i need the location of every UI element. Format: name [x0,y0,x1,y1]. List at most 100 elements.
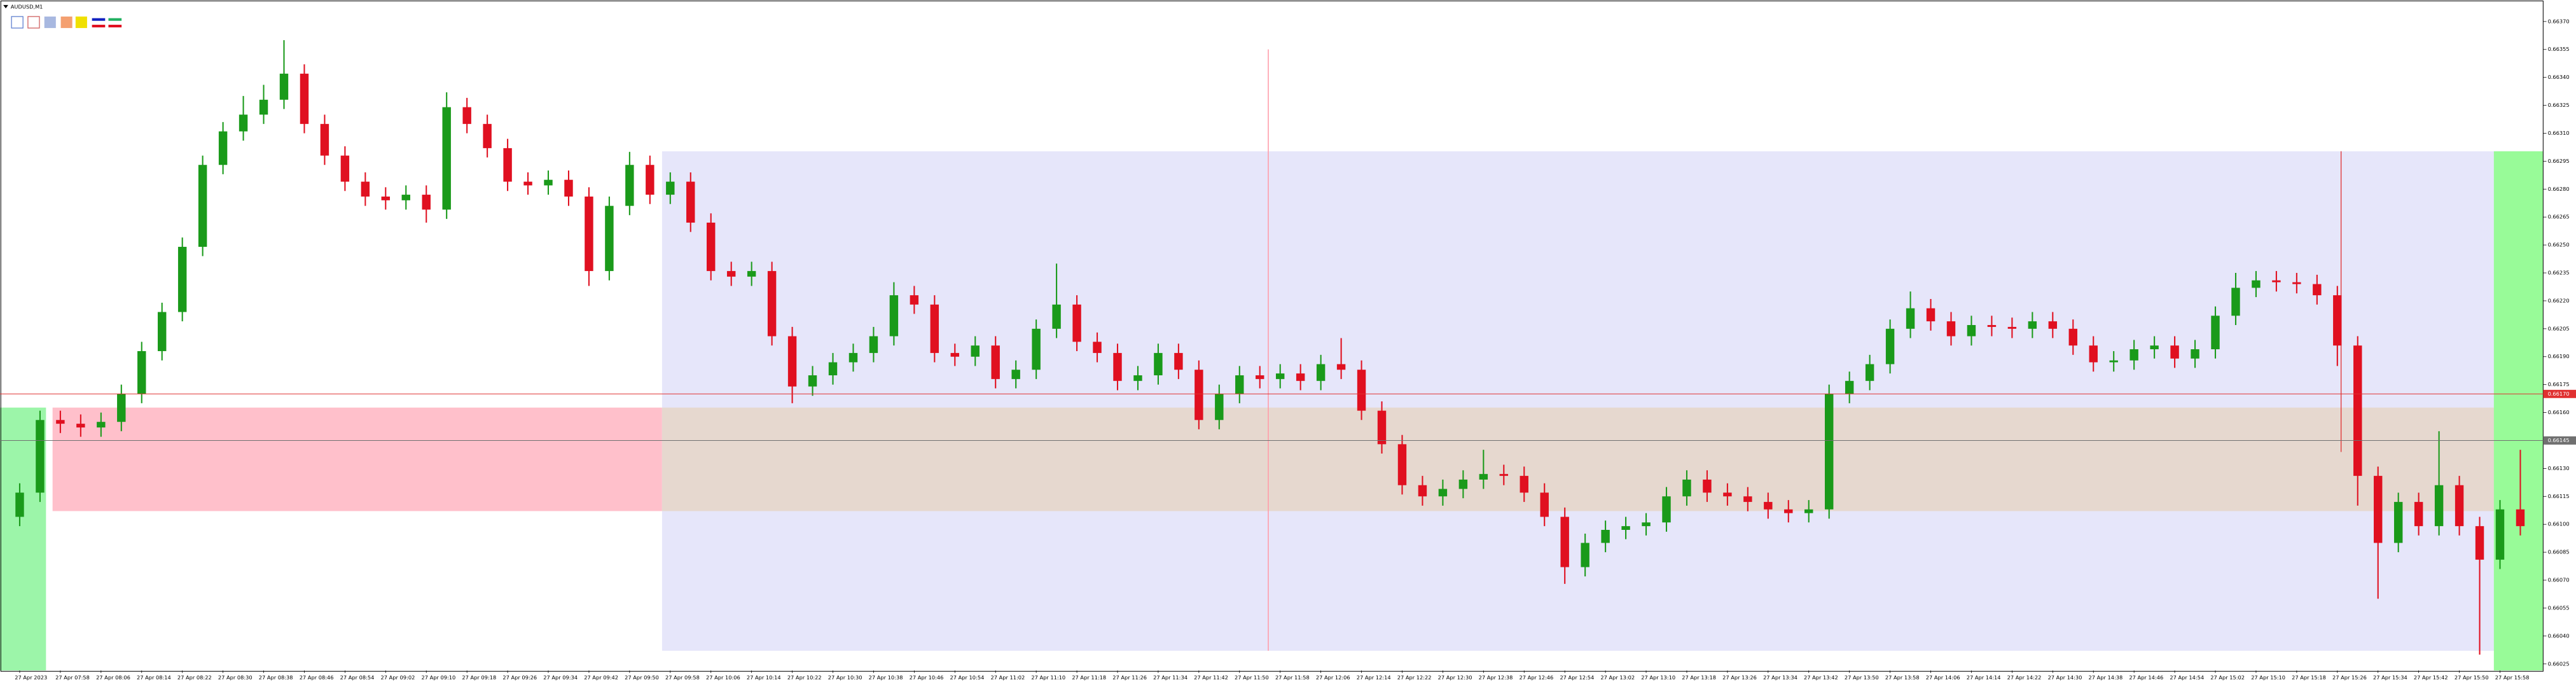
candle-body [1052,304,1061,329]
tool-icon[interactable] [108,18,122,21]
y-tick-label: 0.66340 [2548,74,2570,80]
x-tick-label: 27 Apr 14:22 [2007,674,2042,681]
symbol-title: AUDUSD,M1 [11,4,43,10]
candle-body [1906,308,1915,329]
candle-body [2353,345,2362,476]
candle-body [320,123,329,156]
price-label: 0.66145 [2548,437,2570,443]
candle-body [1397,444,1407,485]
tool-icon[interactable] [44,17,56,29]
candle-body [991,345,1000,379]
candle-body [2475,526,2484,560]
tool-icon[interactable] [92,18,106,21]
candle-body [1458,479,1468,489]
x-tick-label: 27 Apr 15:42 [2414,674,2448,681]
candle-body [1662,496,1671,523]
candle-body [56,420,65,424]
candle-body [2455,485,2464,527]
candle-body [1113,352,1122,381]
y-tick-label: 0.66115 [2548,493,2570,499]
candle-body [1215,394,1224,420]
y-tick-label: 0.66325 [2548,102,2570,108]
tool-icon[interactable] [11,16,24,29]
candle-body [218,131,228,165]
menu-arrow[interactable] [3,4,8,9]
x-tick-label: 27 Apr 10:14 [747,674,781,681]
x-tick-label: 27 Apr 13:42 [1804,674,1838,681]
x-tick-label: 27 Apr 10:54 [950,674,985,681]
x-tick-label: 27 Apr 12:38 [1479,674,1513,681]
candle-body [646,165,654,195]
tool-icon[interactable] [60,17,73,29]
x-tick-label: 27 Apr 13:58 [1885,674,1920,681]
candle-body [930,304,939,353]
x-tick-label: 27 Apr 11:18 [1072,674,1106,681]
candle-body [2292,282,2301,284]
candle-body [910,295,919,305]
y-tick-label: 0.66055 [2548,604,2570,611]
x-tick-label: 27 Apr 08:22 [177,674,212,681]
zone-green-right [2493,151,2544,670]
y-tick-label: 0.66310 [2548,130,2570,136]
candle-body [422,195,431,210]
candle-body [1072,304,1081,342]
y-tick-label: 0.66250 [2548,242,2570,248]
candle-body [2211,316,2220,350]
y-tick-label: 0.66040 [2548,632,2570,639]
candle-body [2007,326,2017,329]
x-tick-label: 27 Apr 09:34 [543,674,578,681]
candle-body [564,179,573,197]
candle-body [869,336,878,353]
x-tick-label: 27 Apr 14:06 [1926,674,1960,681]
x-tick-label: 27 Apr 13:50 [1845,674,1879,681]
candle-body [2313,284,2322,296]
x-tick-label: 27 Apr 08:38 [259,674,293,681]
y-tick-label: 0.66205 [2548,325,2570,331]
candle-body [1784,509,1793,513]
candle-body [15,492,24,517]
candle-body [1195,370,1203,420]
x-tick-label: 27 Apr 09:26 [502,674,537,681]
candle-body [381,197,391,200]
candle-body [2089,345,2098,363]
x-tick-label: 27 Apr 08:06 [96,674,130,681]
tool-icon[interactable] [75,17,87,29]
x-tick-label: 27 Apr 14:38 [2088,674,2122,681]
y-tick-label: 0.66085 [2548,549,2570,555]
candle-body [2231,288,2240,316]
candle-body [2495,509,2505,560]
candle-body [1946,321,1956,337]
candle-body [585,197,593,272]
y-tick-label: 0.66100 [2548,521,2570,527]
candle-body [971,345,980,357]
candle-body [1926,308,1935,322]
x-tick-label: 27 Apr 12:54 [1560,674,1594,681]
candle-body [401,195,410,200]
x-tick-label: 27 Apr 12:22 [1397,674,1432,681]
candle-body [1804,509,1813,513]
tool-icon[interactable] [27,16,40,29]
x-tick-label: 27 Apr 13:18 [1682,674,1716,681]
candle-body [523,181,532,186]
tool-icon[interactable] [108,24,122,28]
tool-icon[interactable] [92,24,106,28]
y-tick-label: 0.66280 [2548,186,2570,192]
x-tick-label: 27 Apr 10:22 [787,674,822,681]
candle-body [1336,364,1346,370]
x-tick-label: 27 Apr 08:46 [300,674,334,681]
candle-body [137,350,146,394]
candle-body [177,247,187,312]
x-tick-label: 27 Apr 07:58 [55,674,90,681]
x-tick-label: 27 Apr 13:10 [1641,674,1675,681]
candle-body [157,312,167,351]
candle-body [1032,328,1041,370]
candle-body [1703,479,1712,493]
candle-body [1316,364,1326,381]
candle-body [828,362,838,376]
x-tick-label: 27 Apr 11:34 [1153,674,1188,681]
price-label: 0.66170 [2548,391,2570,397]
y-tick-label: 0.66220 [2548,297,2570,303]
candle-body [97,422,106,427]
candle-body [889,295,899,337]
